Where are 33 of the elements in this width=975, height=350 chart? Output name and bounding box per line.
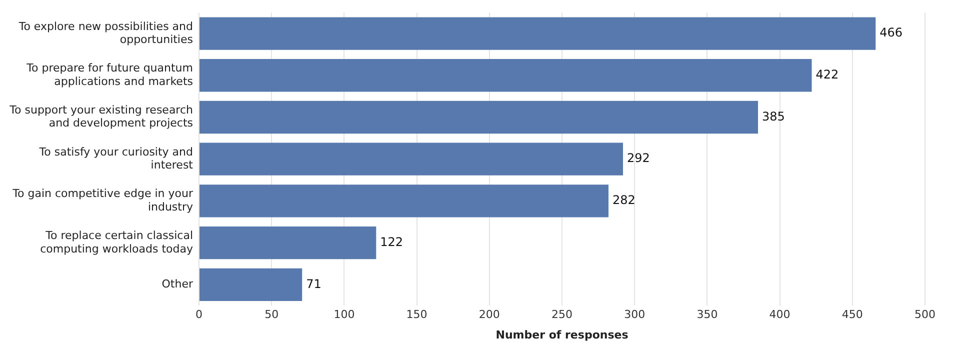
x-tick-label: 500 [914,308,936,322]
data-label: 71 [306,276,322,291]
x-tick-label: 250 [552,308,572,322]
x-tick-label: 300 [624,308,646,322]
x-axis-title: Number of responses [496,328,629,342]
data-label: 292 [626,151,650,166]
bar [200,268,302,301]
bar [200,17,876,50]
y-tick-label: To satisfy your curiosity and interest [38,145,194,172]
x-tick-label: 400 [769,308,790,322]
x-tick-label: 50 [264,308,279,322]
bar [200,100,758,134]
y-tick-label: To replace certain classical computing workloads today [40,229,194,256]
x-tick-label: 100 [334,308,355,322]
data-label: 466 [880,26,903,40]
y-tick-label: Other [162,278,194,291]
bar [200,59,812,92]
bar [200,184,608,218]
data-label: 122 [380,234,404,249]
x-tick-label: 350 [696,308,718,322]
data-label: 282 [612,193,636,208]
x-tick-label: 0 [196,308,202,322]
y-tick-label: To support your existing research and development projects [8,104,194,130]
y-tick-label: To explore new possibilities and opportunities [18,20,194,46]
bar [200,226,376,260]
data-label: 422 [816,68,839,82]
data-label: 385 [762,109,785,124]
bar [200,142,623,176]
x-tick-label: 450 [842,308,863,322]
y-tick-label: To prepare for future quantum applications and markets [26,62,194,88]
x-tick-label: 150 [406,308,428,322]
y-tick-label: To gain competitive edge in your industry [12,187,194,214]
x-tick-label: 200 [478,308,500,322]
